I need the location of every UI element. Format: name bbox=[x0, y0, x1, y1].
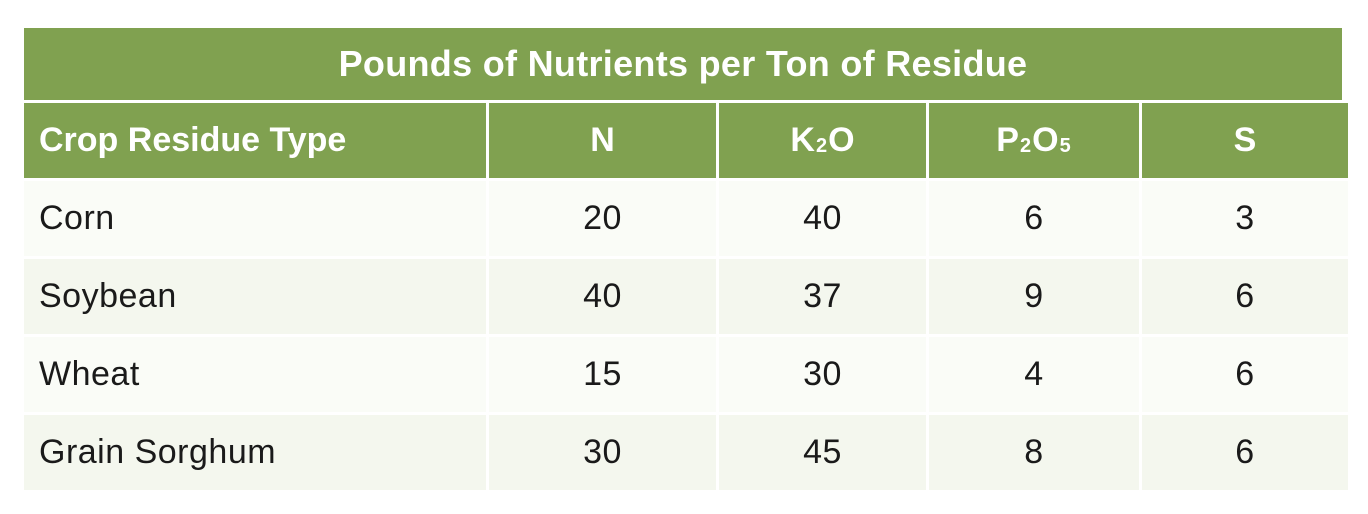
row-wheat-p2o5: 4 bbox=[929, 337, 1139, 412]
header-k2o-sub-2: 2 bbox=[815, 135, 828, 157]
column-header-n: N bbox=[489, 103, 716, 178]
row-wheat-crop: Wheat bbox=[24, 337, 486, 412]
row-soybean-crop: Soybean bbox=[24, 259, 486, 334]
header-k2o-o: O bbox=[828, 121, 855, 159]
header-p2o5-sub-5: 5 bbox=[1059, 135, 1071, 157]
row-grain-sorghum-n: 30 bbox=[489, 415, 716, 490]
row-wheat-s: 6 bbox=[1142, 337, 1348, 412]
row-wheat-k2o: 30 bbox=[719, 337, 926, 412]
row-corn-p2o5: 6 bbox=[929, 181, 1139, 256]
header-p2o5-sub-2: 2 bbox=[1019, 135, 1032, 157]
header-p2o5-o: O bbox=[1032, 121, 1059, 159]
header-p2o5-p: P bbox=[996, 121, 1019, 159]
table-title: Pounds of Nutrients per Ton of Residue bbox=[24, 28, 1342, 100]
column-header-crop-residue-type: Crop Residue Type bbox=[24, 103, 486, 178]
row-corn-n: 20 bbox=[489, 181, 716, 256]
row-grain-sorghum-crop: Grain Sorghum bbox=[24, 415, 486, 490]
row-grain-sorghum-k2o: 45 bbox=[719, 415, 926, 490]
row-corn-crop: Corn bbox=[24, 181, 486, 256]
column-header-s: S bbox=[1142, 103, 1348, 178]
row-wheat-n: 15 bbox=[489, 337, 716, 412]
nutrient-table: Pounds of Nutrients per Ton of Residue C… bbox=[24, 28, 1348, 490]
header-k2o-k: K bbox=[790, 121, 815, 159]
row-corn-k2o: 40 bbox=[719, 181, 926, 256]
row-soybean-s: 6 bbox=[1142, 259, 1348, 334]
row-soybean-n: 40 bbox=[489, 259, 716, 334]
row-grain-sorghum-s: 6 bbox=[1142, 415, 1348, 490]
row-soybean-k2o: 37 bbox=[719, 259, 926, 334]
row-soybean-p2o5: 9 bbox=[929, 259, 1139, 334]
row-corn-s: 3 bbox=[1142, 181, 1348, 256]
header-n-text: N bbox=[590, 121, 615, 159]
header-s-text: S bbox=[1233, 121, 1257, 159]
row-grain-sorghum-p2o5: 8 bbox=[929, 415, 1139, 490]
